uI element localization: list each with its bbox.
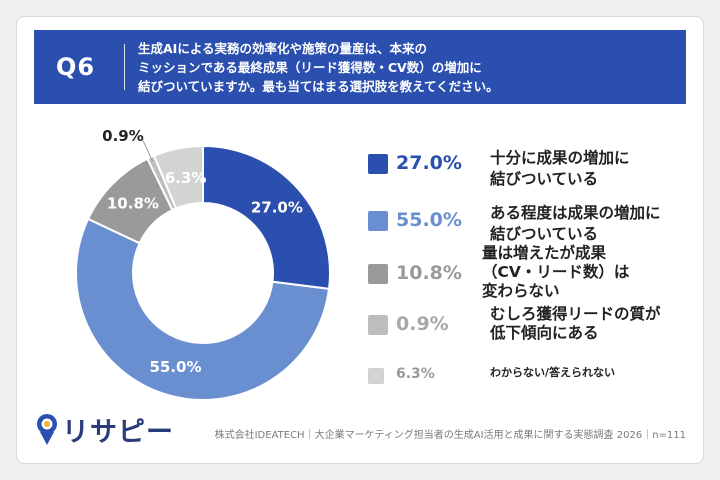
question-line: 生成AIによる実務の効率化や施策の量産は、本来の — [138, 41, 427, 56]
question-line: 結びついていますか。最も当てはまる選択肢を教えてください。 — [138, 79, 499, 94]
brand-name: リサピー — [62, 417, 174, 448]
legend-label: 量は増えたが成果 （CV・リード数）は 変わらない — [482, 244, 629, 301]
question-divider — [124, 44, 125, 90]
question-text: 生成AIによる実務の効率化や施策の量産は、本来の ミッションである最終成果（リー… — [138, 39, 678, 96]
brand-logo-icon — [37, 414, 57, 445]
legend-label-line: 量は増えたが成果 — [482, 244, 607, 262]
legend-swatch — [368, 315, 388, 335]
legend-label-line: （CV・リード数）は — [482, 263, 630, 281]
donut-slice — [202, 144, 331, 291]
legend-swatch — [368, 211, 388, 231]
legend-value: 6.3% — [396, 366, 435, 382]
donut-value-label: 0.9% — [102, 127, 144, 145]
question-number: Q6 — [56, 53, 96, 81]
legend-label-line: 結びついている — [490, 170, 599, 188]
legend-swatch — [368, 368, 384, 384]
legend-label: わからない/答えられない — [490, 366, 615, 380]
legend-label-line: 変わらない — [482, 282, 560, 300]
legend-swatch — [368, 154, 388, 174]
donut-value-label: 10.8% — [107, 194, 159, 212]
footer-credit: 株式会社IDEATECH｜大企業マーケティング担当者の生成AI活用と成果に関する… — [214, 430, 686, 441]
donut-value-label: 55.0% — [149, 358, 201, 376]
legend-label: ある程度は成果の増加に 結びついている — [490, 203, 661, 245]
legend-label-line: 結びついている — [490, 225, 599, 243]
legend-value: 55.0% — [396, 209, 462, 231]
legend-swatch — [368, 264, 388, 284]
legend-label-line: わからない/答えられない — [490, 366, 616, 379]
legend-label-line: ある程度は成果の増加に — [490, 204, 661, 222]
legend-label-line: 低下傾向にある — [490, 324, 599, 342]
legend-value: 27.0% — [396, 152, 462, 174]
donut-slice — [152, 144, 204, 210]
question-line: ミッションである最終成果（リード獲得数・CV数）の増加に — [138, 60, 482, 75]
donut-value-label: 27.0% — [251, 198, 303, 216]
legend-label-line: むしろ獲得リードの質が — [490, 305, 661, 323]
legend-label: 十分に成果の増加に 結びついている — [490, 148, 630, 190]
legend-value: 0.9% — [396, 313, 449, 335]
legend-value: 10.8% — [396, 262, 462, 284]
donut-value-label: 6.3% — [165, 169, 207, 187]
donut-leader-line — [142, 140, 153, 162]
legend-label-line: 十分に成果の増加に — [490, 149, 630, 167]
legend-label: むしろ獲得リードの質が 低下傾向にある — [490, 305, 661, 343]
question-banner: Q6 生成AIによる実務の効率化や施策の量産は、本来の ミッションである最終成果… — [34, 30, 686, 104]
donut-slice — [75, 217, 331, 401]
